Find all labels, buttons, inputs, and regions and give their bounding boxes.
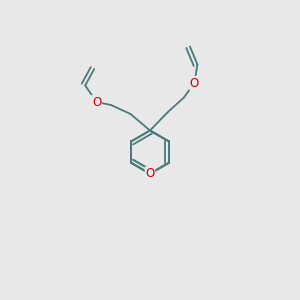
Text: O: O <box>146 167 154 180</box>
Text: O: O <box>190 76 199 90</box>
Text: O: O <box>92 95 101 109</box>
